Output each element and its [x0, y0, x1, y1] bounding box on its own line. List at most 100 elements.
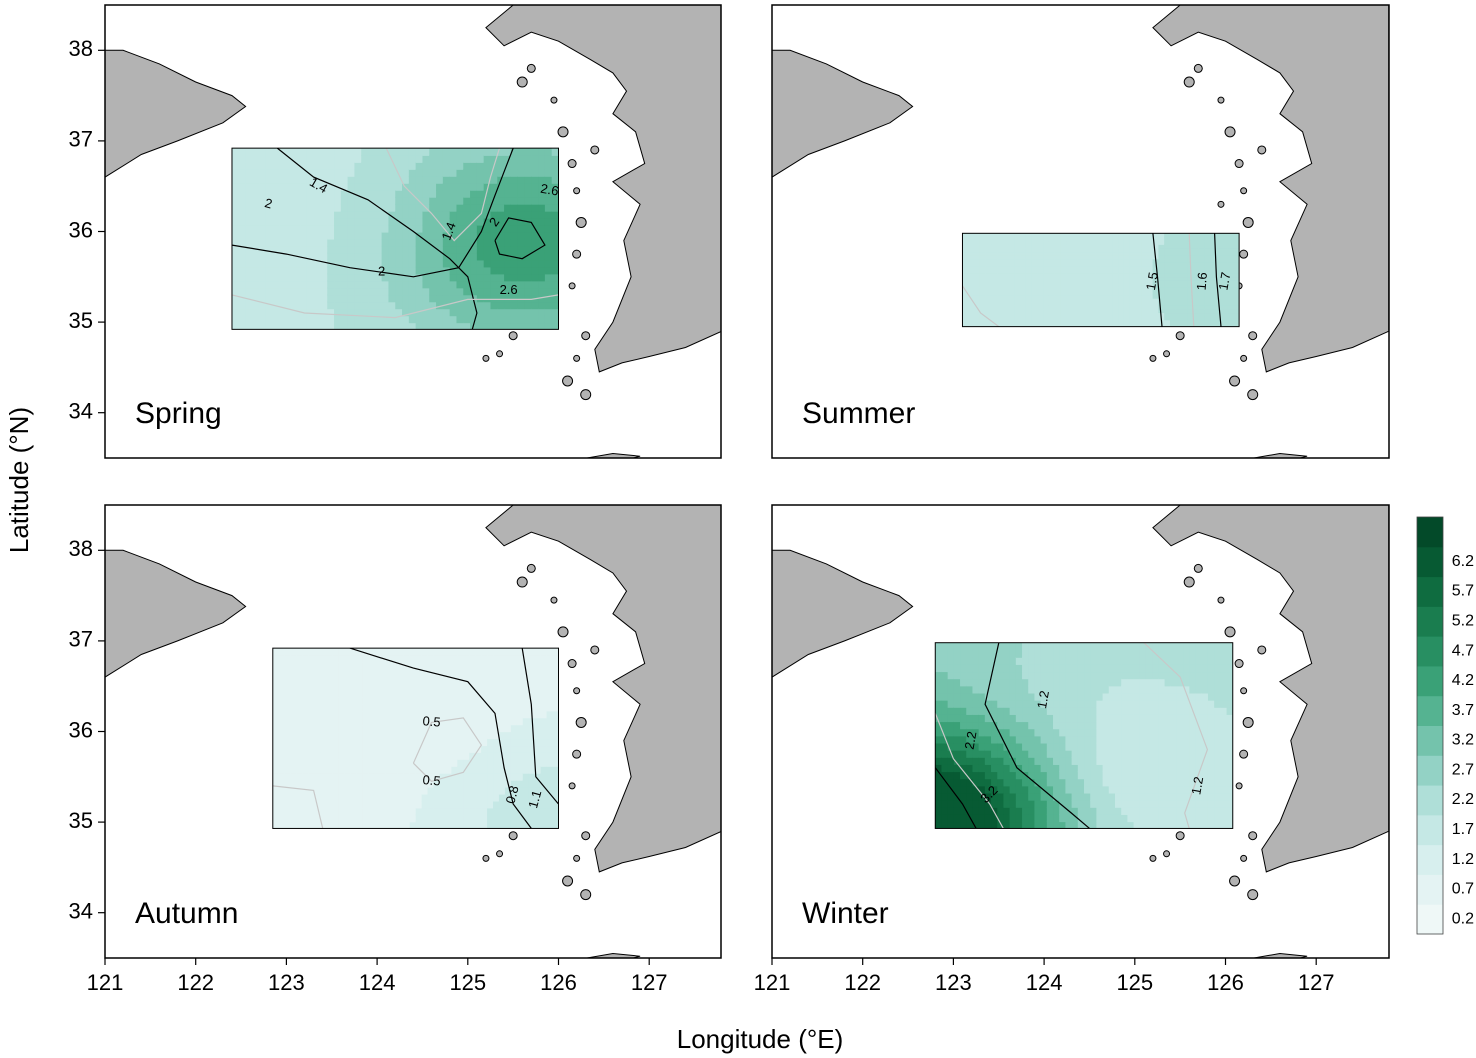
contour-cell	[546, 738, 554, 747]
contour-cell	[481, 779, 488, 788]
contour-cell	[538, 301, 546, 310]
contour-cell	[1100, 254, 1108, 260]
contour-cell	[238, 294, 247, 303]
contour-cell	[1141, 276, 1148, 281]
contour-cell	[1015, 749, 1023, 758]
contour-cell	[1003, 814, 1011, 823]
contour-cell	[1053, 721, 1061, 730]
contour-cell	[968, 240, 975, 245]
contour-cell	[433, 703, 441, 712]
contour-cell	[540, 772, 548, 781]
contour-cell	[1169, 297, 1177, 303]
contour-cell	[968, 287, 975, 292]
contour-cell	[497, 301, 505, 310]
contour-cell	[433, 648, 441, 656]
contour-cell	[1158, 699, 1166, 708]
contour-cell	[338, 800, 346, 809]
contour-cell	[483, 231, 492, 240]
contour-cell	[385, 675, 393, 684]
contour-cell	[463, 162, 471, 170]
contour-cell	[408, 162, 417, 170]
contour-cell	[1221, 294, 1229, 299]
contour-cell	[313, 322, 322, 330]
contour-cell	[427, 731, 435, 740]
contour-cell	[403, 759, 411, 767]
contour-cell	[1014, 247, 1021, 253]
contour-cell	[332, 779, 340, 788]
contour-cell	[350, 696, 357, 705]
contour-cell	[1084, 742, 1092, 751]
contour-cell	[483, 189, 492, 198]
contour-cell	[504, 315, 512, 324]
contour-cell	[483, 273, 492, 282]
contour-cell	[1108, 785, 1116, 794]
contour-cell	[361, 315, 369, 324]
contour-cell	[481, 662, 488, 670]
contour-cell	[302, 772, 310, 781]
contour-cell	[953, 714, 961, 723]
contour-cell	[238, 301, 247, 310]
contour-cell	[953, 749, 961, 758]
contour-cell	[415, 689, 423, 698]
contour-cell	[361, 196, 369, 205]
contour-cell	[490, 148, 499, 156]
contour-cell	[1077, 301, 1085, 306]
contour-cell	[415, 280, 424, 289]
contour-cell	[408, 210, 417, 219]
contour-cell	[997, 319, 1004, 324]
contour-cell	[245, 203, 254, 212]
contour-cell	[286, 224, 295, 233]
contour-cell	[415, 717, 423, 726]
contour-cell	[1071, 254, 1079, 260]
contour-cell	[1121, 785, 1129, 794]
contour-cell	[972, 642, 980, 651]
contour-cell	[534, 655, 542, 663]
contour-cell	[997, 778, 1005, 787]
contour-cell	[966, 757, 974, 765]
contour-cell	[1123, 315, 1131, 321]
contour-cell	[1066, 262, 1073, 267]
contour-cell	[1102, 735, 1110, 744]
contour-cell	[1022, 664, 1030, 673]
contour-cell	[439, 710, 447, 719]
contour-cell	[362, 662, 369, 670]
contour-cell	[1118, 254, 1125, 260]
contour-cell	[968, 247, 975, 253]
contour-cell	[1192, 240, 1200, 245]
contour-cell	[313, 238, 322, 247]
contour-cell	[493, 662, 500, 670]
contour-cell	[1100, 272, 1108, 278]
contour-cell	[1146, 315, 1154, 321]
contour-cell	[1089, 315, 1096, 321]
contour-cell	[1040, 764, 1048, 773]
contour-cell	[483, 238, 492, 247]
contour-cell	[546, 696, 554, 705]
contour-cell	[470, 315, 478, 324]
island	[1217, 96, 1225, 104]
contour-cell	[1146, 290, 1154, 296]
contour-cell	[1210, 262, 1217, 267]
contour-cell	[1084, 699, 1092, 708]
contour-cell	[449, 294, 458, 303]
contour-cell	[1112, 272, 1119, 278]
contour-cell	[1014, 236, 1021, 242]
contour-cell	[356, 821, 363, 829]
contour-cell	[1034, 735, 1042, 744]
contour-cell	[979, 258, 987, 263]
contour-cell	[1060, 297, 1068, 303]
contour-cell	[475, 814, 482, 823]
contour-cell	[350, 648, 357, 656]
contour-cell	[381, 259, 390, 268]
contour-cell	[973, 236, 981, 242]
contour-cell	[469, 675, 476, 684]
contour-cell	[408, 231, 417, 240]
contour-cell	[1083, 247, 1091, 253]
contour-cell	[1100, 244, 1108, 249]
contour-cell	[985, 254, 993, 260]
contour-cell	[300, 294, 308, 303]
contour-cell	[296, 710, 304, 719]
contour-cell	[551, 252, 559, 261]
contour-cell	[1095, 272, 1102, 278]
contour-cell	[320, 814, 328, 823]
contour-cell	[1014, 294, 1021, 299]
